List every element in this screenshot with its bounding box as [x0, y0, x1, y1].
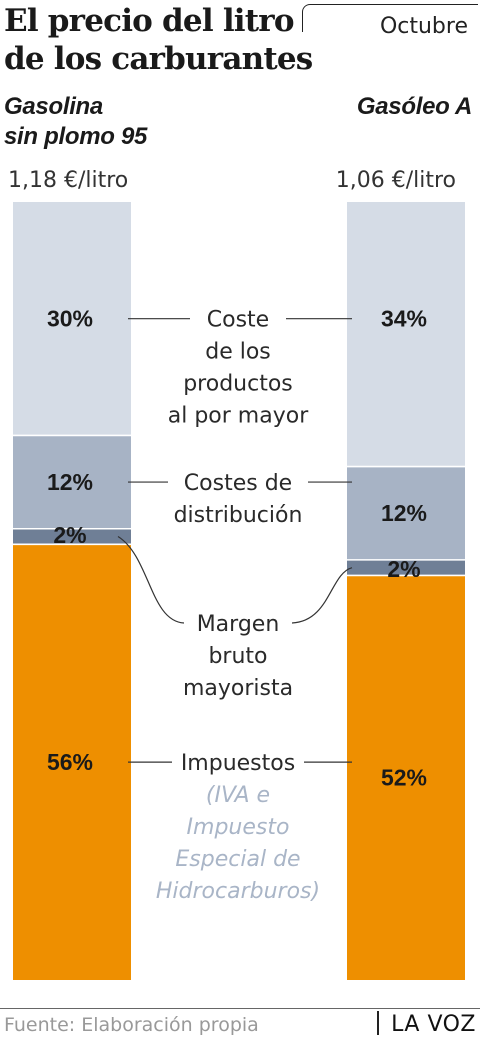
data-label-gasoleo-distribucion: 12% [381, 500, 427, 526]
stacked-bar-chart: 30% 12% 2% 56% 34% 12% 2% 52% Coste de los product… [13, 202, 465, 980]
bar-gasoleo-margen [347, 559, 465, 576]
category-label-margen: mayorista [183, 676, 293, 701]
series-name-gasoleo-line-1: Gasóleo A [356, 93, 472, 120]
brand-logo: LA VOZ [391, 1012, 476, 1037]
data-label-gasolina-productos: 30% [47, 306, 93, 332]
data-label-gasoleo-impuestos: 52% [381, 765, 427, 791]
series-name-gasolina-line-2: sin plomo 95 [4, 123, 148, 150]
category-label-productos: Coste [207, 308, 269, 333]
footer-divider [0, 1008, 480, 1009]
series-name-gasolina-line-1: Gasolina [4, 93, 103, 120]
brand-divider [377, 1011, 379, 1035]
price-gasolina: 1,18 €/litro [8, 168, 129, 193]
price-gasoleo: 1,06 €/litro [335, 168, 456, 193]
month-label: Octubre [379, 14, 468, 39]
data-label-gasoleo-productos: 34% [381, 306, 427, 332]
bar-gasolina-distribucion [13, 435, 131, 529]
category-label-productos: al por mayor [168, 404, 309, 429]
category-label-distribucion: Costes de [184, 471, 292, 496]
series-name-gasolina: Gasolina sin plomo 95 [4, 92, 147, 152]
bar-gasolina-impuestos [13, 544, 131, 980]
bar-gasoleo-impuestos [347, 575, 465, 980]
category-note-impuestos: Impuesto [187, 815, 290, 840]
chart-title: El precio del litro de los carburantes [4, 2, 313, 78]
category-label-productos: productos [183, 372, 293, 397]
data-label-gasolina-impuestos: 56% [47, 749, 93, 775]
category-label-impuestos: Impuestos [181, 751, 295, 776]
connector-margen-left [117, 536, 185, 624]
title-line-2: de los carburantes [4, 41, 313, 77]
bar-gasoleo-distribucion [347, 466, 465, 560]
bar-gasolina-productos [13, 202, 131, 436]
data-label-gasolina-distribucion: 12% [47, 469, 93, 495]
series-name-gasoleo: Gasóleo A [357, 92, 472, 122]
month-frame: Octubre [302, 4, 478, 39]
bar-gasoleo-productos [347, 202, 465, 467]
source-note: Fuente: Elaboración propia [4, 1014, 259, 1036]
title-line-1: El precio del litro [4, 3, 295, 39]
category-label-margen: Margen [197, 612, 280, 637]
connector-margen-right [291, 567, 353, 624]
data-label-gasoleo-margen: 2% [387, 556, 420, 582]
category-label-distribucion: distribución [174, 503, 303, 528]
category-label-productos: de los [205, 340, 271, 365]
category-note-impuestos: Especial de [175, 847, 300, 872]
category-note-impuestos: (IVA e [206, 783, 270, 808]
bar-gasolina-margen [13, 528, 131, 545]
category-note-impuestos: Hidrocarburos) [156, 879, 320, 904]
data-label-gasolina-margen: 2% [53, 522, 86, 548]
category-label-margen: bruto [208, 644, 267, 669]
